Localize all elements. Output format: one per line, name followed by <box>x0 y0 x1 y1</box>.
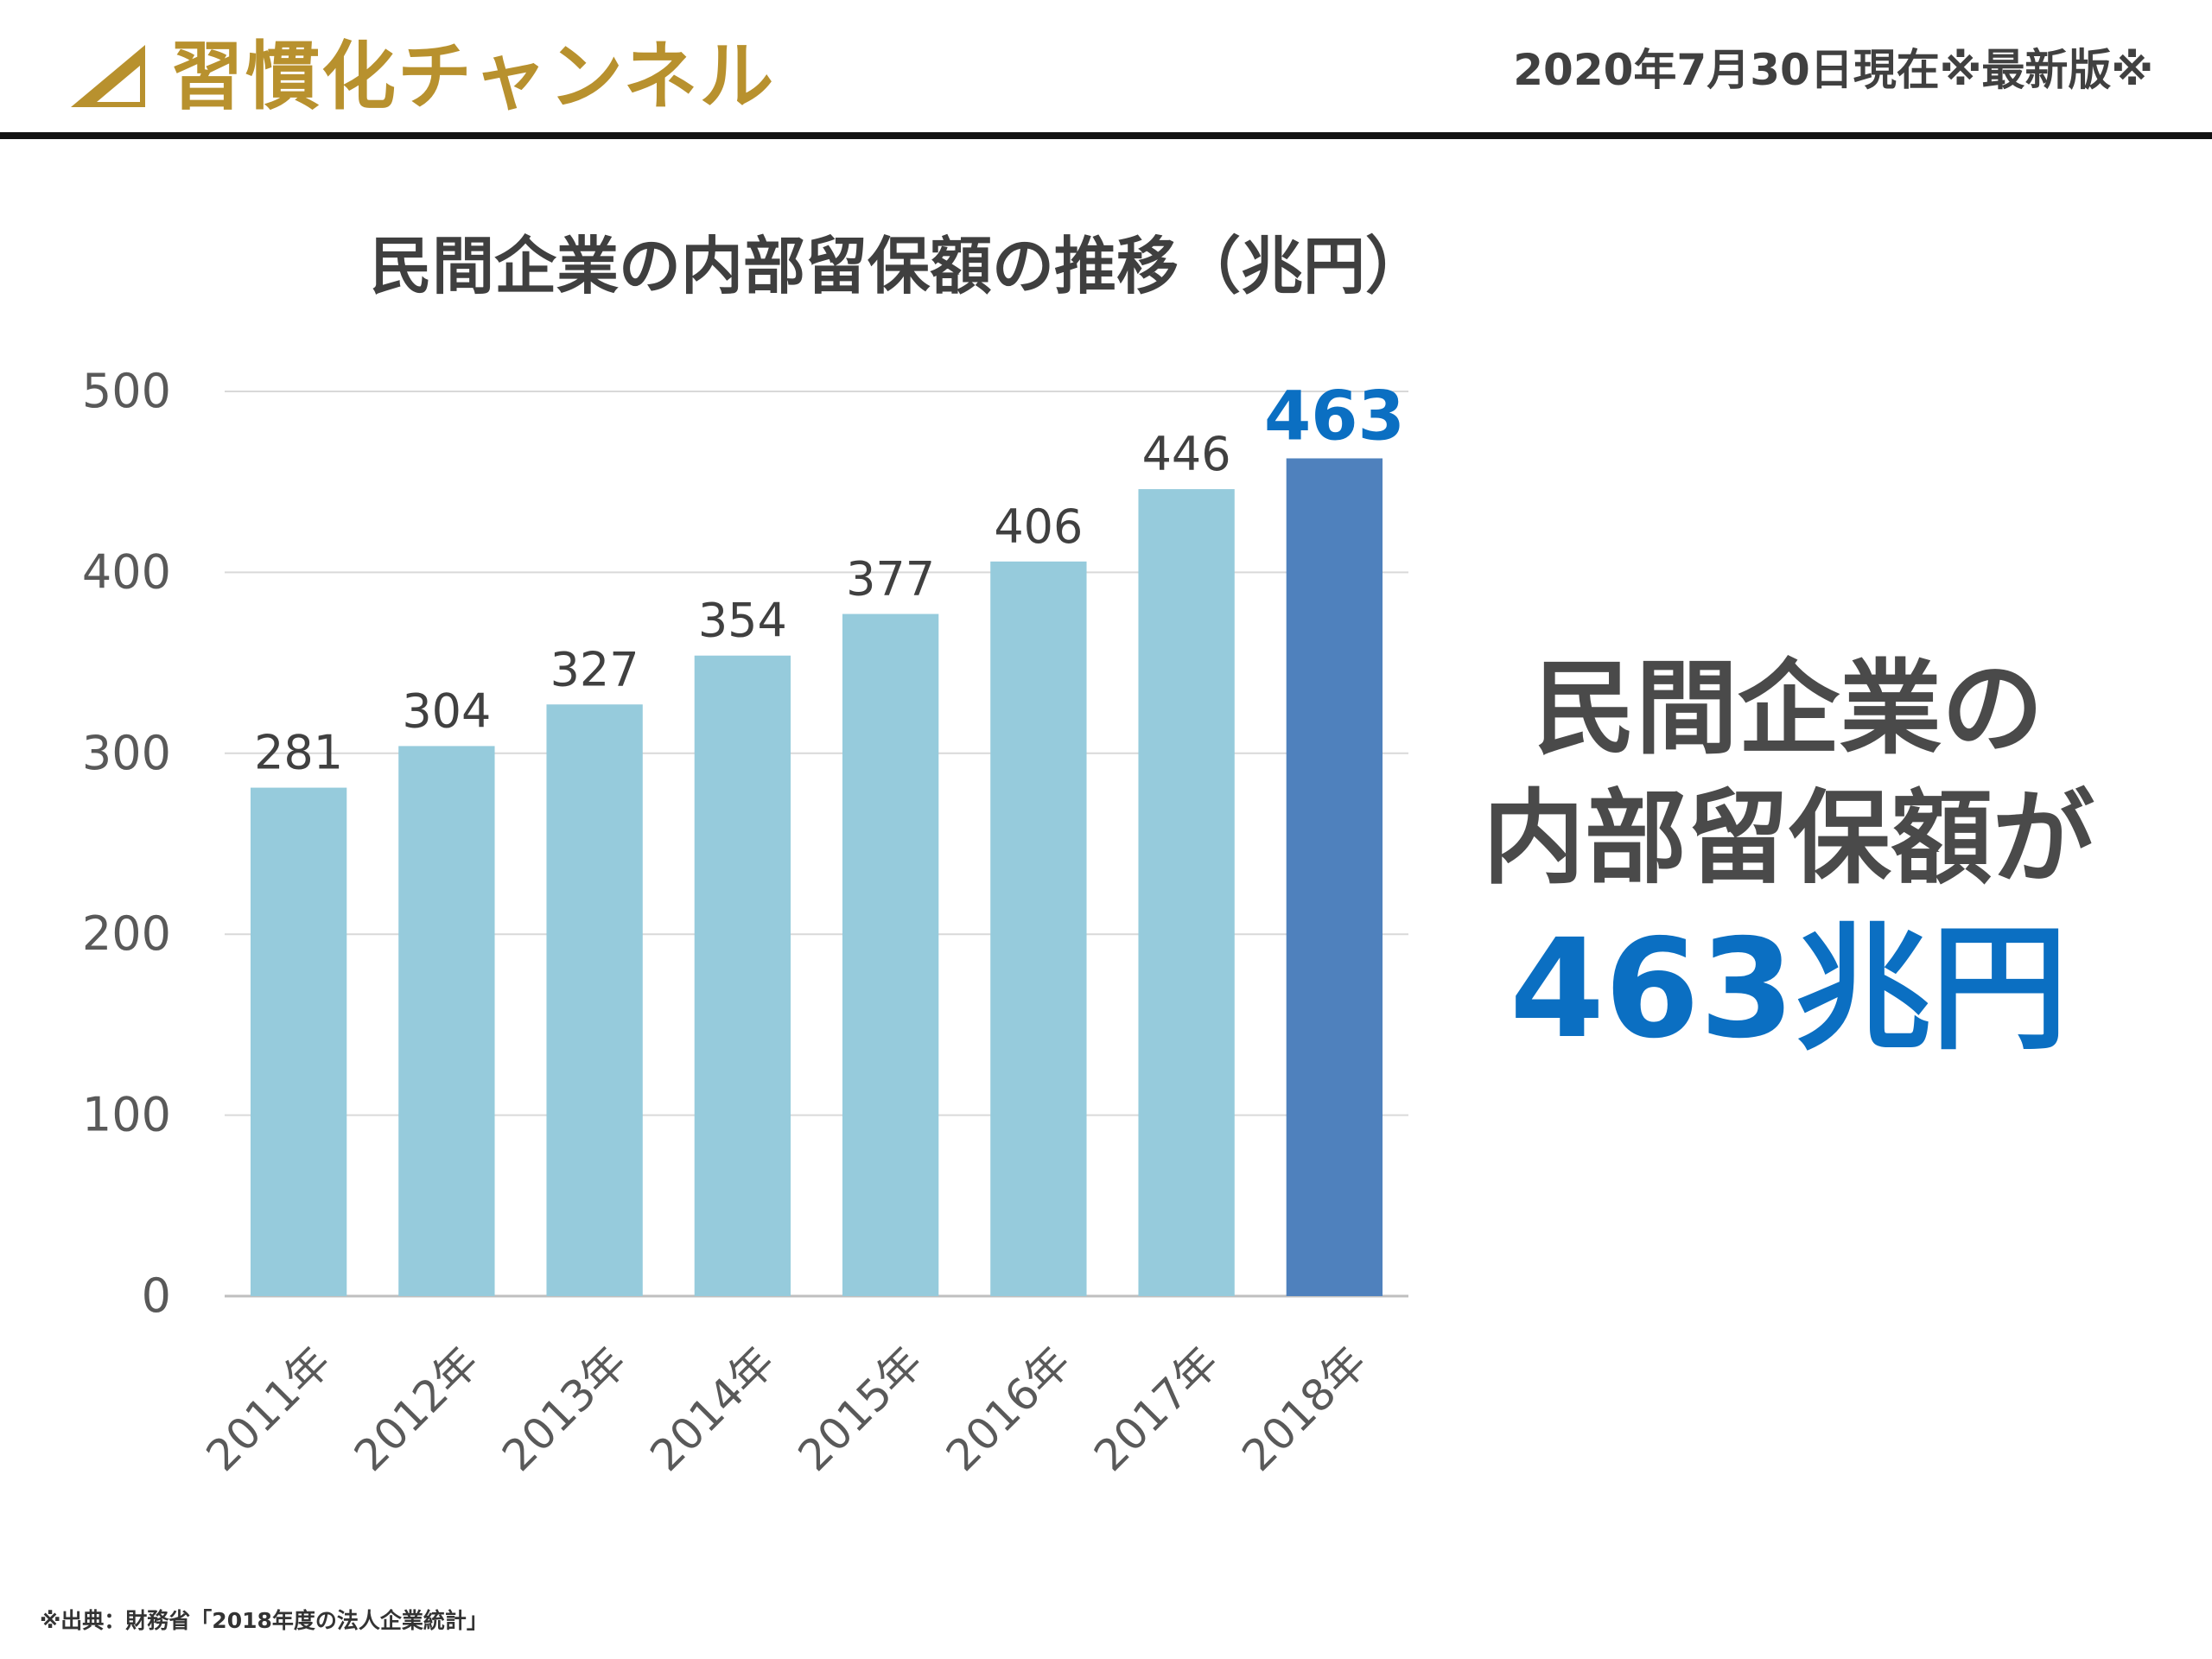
logo-triangle-icon <box>71 45 145 107</box>
data-label: 354 <box>698 594 787 648</box>
y-tick-label: 0 <box>142 1268 171 1323</box>
bar <box>250 787 347 1296</box>
x-tick-label: 2011年 <box>197 1337 340 1480</box>
bars <box>250 458 1383 1296</box>
y-tick-label: 300 <box>82 726 171 780</box>
x-tick-label: 2013年 <box>493 1337 636 1480</box>
header: 習慣化チャンネル 2020年7月30日現在※最新版※ <box>0 0 2212 139</box>
callout: 民間企業の 内部留保額が 463兆円 <box>1434 644 2143 1076</box>
value-labels: 281 304 327 354 377 406 446 463 <box>254 378 1405 779</box>
bar-chart: 0 100 200 300 400 500 281 304 327 354 377 406 446 46… <box>82 364 1408 1481</box>
callout-line-1: 民間企業の <box>1533 649 2044 768</box>
brand-name: 習慣化チャンネル <box>169 34 776 120</box>
y-tick-label: 400 <box>82 544 171 599</box>
bar <box>1138 489 1235 1296</box>
y-axis-ticks: 0 100 200 300 400 500 <box>82 364 171 1323</box>
data-label: 377 <box>846 552 935 607</box>
header-divider <box>0 132 2212 139</box>
data-label: 463 <box>1264 378 1405 455</box>
x-tick-label: 2016年 <box>937 1337 1080 1480</box>
callout-value: 463兆円 <box>1510 910 2068 1069</box>
source-note: ※出典：財務省「2018年度の法人企業統計」 <box>40 1608 488 1633</box>
bar <box>398 746 495 1296</box>
date-note: 2020年7月30日現在※最新版※ <box>1513 45 2153 95</box>
data-label: 327 <box>550 642 639 696</box>
chart-title: 民間企業の内部留保額の推移（兆円） <box>369 230 1427 302</box>
x-tick-label: 2015年 <box>789 1337 932 1480</box>
y-tick-label: 500 <box>82 364 171 418</box>
data-label: 281 <box>254 726 343 780</box>
y-tick-label: 100 <box>82 1088 171 1142</box>
bar <box>842 613 939 1296</box>
x-tick-label: 2014年 <box>641 1337 785 1480</box>
x-tick-label: 2018年 <box>1233 1337 1376 1480</box>
y-tick-label: 200 <box>82 906 171 961</box>
data-label: 446 <box>1142 427 1231 481</box>
data-label: 406 <box>994 499 1083 554</box>
x-tick-label: 2017年 <box>1084 1337 1228 1480</box>
bar <box>990 561 1087 1296</box>
x-tick-label: 2012年 <box>345 1337 488 1480</box>
callout-line-2: 内部留保額が <box>1482 779 2094 898</box>
bar <box>546 704 643 1296</box>
x-axis-ticks: 2011年 2012年 2013年 2014年 2015年 2016年 2017年 2018年 <box>197 1337 1376 1480</box>
bar <box>694 655 791 1296</box>
data-label: 304 <box>402 683 491 738</box>
bar <box>1286 458 1383 1296</box>
